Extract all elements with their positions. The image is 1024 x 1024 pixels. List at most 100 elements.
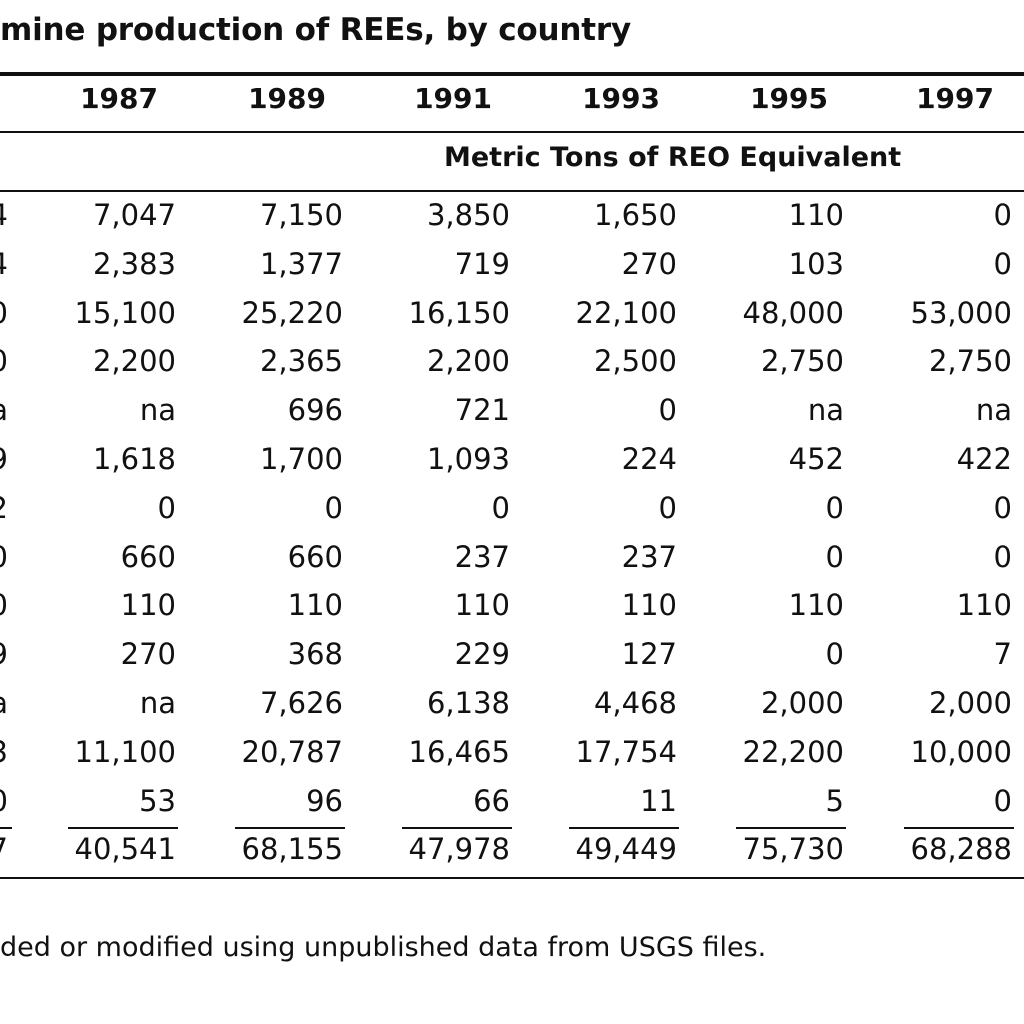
table-cell: 0 xyxy=(157,490,176,525)
table-cell: 53 xyxy=(139,783,176,818)
total-cell: 49,449 xyxy=(575,832,677,867)
table-cell: 2,750 xyxy=(928,344,1012,379)
table-cell: 127 xyxy=(621,637,677,672)
units-rule xyxy=(0,190,1024,192)
table-row: 0 2,200 2,365 2,200 2,500 2,750 2,750 xyxy=(0,338,1024,386)
table-cell: 660 xyxy=(287,539,343,574)
table-row: 9 1,618 1,700 1,093 224 452 422 xyxy=(0,436,1024,484)
table-cell: 237 xyxy=(454,539,510,574)
sum-line xyxy=(235,827,345,829)
table-cell: na xyxy=(807,393,844,428)
table-cell: 368 xyxy=(287,637,343,672)
bottom-rule xyxy=(0,877,1024,879)
table-cell: 22,200 xyxy=(742,734,844,769)
table-row: 4 2,383 1,377 719 270 103 0 xyxy=(0,241,1024,289)
table-cell: 2,000 xyxy=(760,686,844,720)
total-cell: 40,541 xyxy=(74,832,176,867)
row-edge-cell: 0 xyxy=(0,344,8,378)
row-edge-cell: 4 xyxy=(0,247,8,281)
table-cell: 3,850 xyxy=(426,198,510,232)
table-cell: 0 xyxy=(491,490,510,525)
row-edge-cell: 3 xyxy=(0,735,8,769)
row-edge-cell: a xyxy=(0,393,8,427)
table-cell: na xyxy=(139,393,176,428)
table-cell: 11 xyxy=(640,783,677,818)
table-cell: 452 xyxy=(788,442,844,476)
table-cell: 2,750 xyxy=(760,344,844,379)
table-cell: 0 xyxy=(993,490,1012,525)
table-cell: 237 xyxy=(621,539,677,574)
row-edge-cell: 4 xyxy=(0,198,8,232)
table-cell: 53,000 xyxy=(910,295,1012,330)
year-header: 1997 xyxy=(916,82,994,115)
table-cell: 110 xyxy=(120,588,176,623)
table-cell: 0 xyxy=(658,490,677,525)
table-cell: 7 xyxy=(993,637,1012,672)
table-cell: 719 xyxy=(454,246,510,281)
table-cell: 66 xyxy=(473,783,510,818)
row-edge-cell: 0 xyxy=(0,296,8,330)
table-cell: 103 xyxy=(788,246,844,281)
table-cell: 7,047 xyxy=(92,198,176,232)
row-edge-cell: 9 xyxy=(0,442,8,476)
table-cell: 110 xyxy=(287,588,343,623)
table-cell: 110 xyxy=(788,198,844,232)
table-cell: 224 xyxy=(621,442,677,476)
sum-line xyxy=(0,827,12,829)
table-cell: 0 xyxy=(825,637,844,672)
table-cell: 110 xyxy=(454,588,510,623)
table-cell: 11,100 xyxy=(74,734,176,769)
row-edge-cell: 9 xyxy=(0,637,8,671)
table-row: 0 660 660 237 237 0 0 xyxy=(0,534,1024,582)
table-cell: 110 xyxy=(788,588,844,623)
table-cell: 696 xyxy=(287,393,343,428)
table-cell: 1,700 xyxy=(259,442,343,476)
table-cell: 2,365 xyxy=(259,344,343,379)
total-cell: 68,155 xyxy=(241,832,343,867)
table-cell: 4,468 xyxy=(593,686,677,720)
year-header: 1995 xyxy=(750,82,828,115)
table-cell: 7,626 xyxy=(259,686,343,720)
row-edge-cell: 7 xyxy=(0,832,8,866)
table-row: 0 15,100 25,220 16,150 22,100 48,000 53,000 xyxy=(0,290,1024,338)
table-cell: 20,787 xyxy=(241,734,343,769)
row-edge-cell: 0 xyxy=(0,588,8,622)
table-cell: 0 xyxy=(658,393,677,428)
year-header: 1991 xyxy=(414,82,492,115)
table-cell: 660 xyxy=(120,539,176,574)
year-header: 1993 xyxy=(582,82,660,115)
table-cell: 2,000 xyxy=(928,686,1012,720)
sum-line xyxy=(904,827,1014,829)
table-row: 4 7,047 7,150 3,850 1,650 110 0 xyxy=(0,192,1024,240)
sum-line xyxy=(68,827,178,829)
table-cell: 110 xyxy=(956,588,1012,623)
table-title: mine production of REEs, by country xyxy=(0,12,631,48)
table-cell: 17,754 xyxy=(575,734,677,769)
table-cell: 0 xyxy=(993,198,1012,232)
table-cell: 1,093 xyxy=(426,442,510,476)
table-cell: 2,383 xyxy=(92,246,176,281)
row-edge-cell: 0 xyxy=(0,540,8,574)
table-cell: na xyxy=(975,393,1012,428)
table-cell: 96 xyxy=(306,783,343,818)
units-label: Metric Tons of REO Equivalent xyxy=(444,142,902,173)
year-header: 1989 xyxy=(248,82,326,115)
row-edge-cell: 2 xyxy=(0,491,8,525)
table-cell: 110 xyxy=(621,588,677,623)
table-row: 0 110 110 110 110 110 110 xyxy=(0,582,1024,630)
year-header: 1987 xyxy=(80,82,158,115)
table-cell: 1,618 xyxy=(92,442,176,476)
table-cell: 0 xyxy=(324,490,343,525)
table-cell: 270 xyxy=(621,246,677,281)
total-row: 7 40,541 68,155 47,978 49,449 75,730 68,288 xyxy=(0,826,1024,874)
table-cell: 25,220 xyxy=(241,295,343,330)
total-cell: 47,978 xyxy=(408,832,510,867)
table-cell: 16,465 xyxy=(408,734,510,769)
table-row: 9 270 368 229 127 0 7 xyxy=(0,631,1024,679)
table-cell: 0 xyxy=(993,539,1012,574)
table-cell: 6,138 xyxy=(426,686,510,720)
table-cell: 0 xyxy=(825,539,844,574)
total-cell: 75,730 xyxy=(742,832,844,867)
table-cell: 0 xyxy=(993,783,1012,818)
